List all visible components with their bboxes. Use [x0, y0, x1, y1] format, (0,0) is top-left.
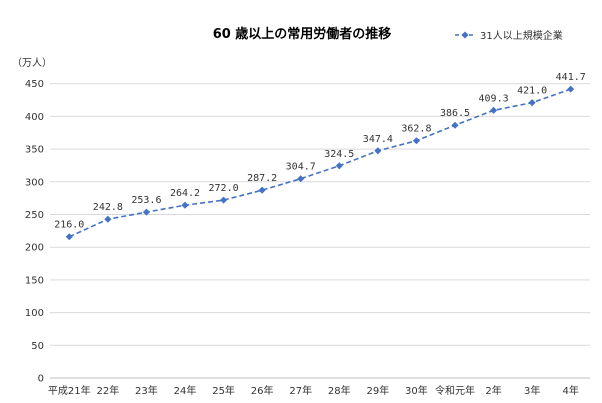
y-tick-label: 300 — [25, 177, 44, 188]
x-tick-label: 3年 — [524, 384, 540, 397]
data-point — [374, 147, 382, 155]
data-label: 421.0 — [517, 86, 547, 97]
data-label: 264.2 — [170, 188, 200, 199]
data-point — [142, 208, 150, 216]
data-label: 362.8 — [401, 124, 431, 135]
legend: 31人以上規模企業 — [455, 29, 563, 42]
data-label: 304.7 — [286, 162, 316, 173]
x-tick-label: 令和元年 — [435, 384, 475, 397]
x-axis-ticks: 平成21年 22年 23年 24年 25年 26年 27年 28年 29年 30年 令和元年 2年 3年… — [48, 384, 579, 397]
data-label: 386.5 — [440, 108, 470, 119]
data-label: 324.5 — [324, 149, 354, 160]
y-tick-label: 150 — [25, 275, 44, 286]
data-label: 242.8 — [93, 202, 123, 213]
x-tick-label: 28年 — [328, 384, 351, 397]
data-point — [220, 196, 228, 204]
y-tick-label: 400 — [25, 112, 44, 123]
x-tick-label: 30年 — [405, 384, 428, 397]
data-point — [258, 186, 266, 194]
y-tick-label: 0 — [38, 374, 44, 385]
x-tick-label: 平成21年 — [48, 384, 91, 397]
x-tick-label: 2年 — [485, 384, 501, 397]
data-point — [451, 121, 459, 129]
x-tick-label: 22年 — [96, 384, 119, 397]
data-label: 409.3 — [479, 93, 509, 104]
x-tick-label: 26年 — [251, 384, 274, 397]
y-tick-label: 350 — [25, 145, 44, 156]
x-tick-label: 27年 — [289, 384, 312, 397]
data-label: 272.0 — [209, 183, 239, 194]
gridlines — [50, 83, 590, 379]
data-point — [412, 137, 420, 145]
x-tick-label: 29年 — [366, 384, 389, 397]
x-tick-label: 23年 — [135, 384, 158, 397]
data-label: 216.0 — [54, 220, 84, 231]
y-tick-label: 450 — [25, 79, 44, 90]
data-label: 347.4 — [363, 134, 393, 145]
data-label: 441.7 — [556, 72, 586, 83]
data-label: 253.6 — [131, 195, 161, 206]
y-axis-unit-label: （万人） — [12, 57, 52, 69]
data-point — [104, 215, 112, 223]
legend-marker-swatch — [461, 31, 469, 39]
y-axis-ticks: 0 50 100 150 200 250 300 350 400 450 — [25, 79, 44, 384]
chart-title: 60 歳以上の常用労働者の推移 — [213, 26, 392, 42]
data-point — [181, 201, 189, 209]
y-tick-label: 100 — [25, 308, 44, 319]
x-tick-label: 24年 — [174, 384, 197, 397]
data-point — [490, 106, 498, 114]
data-point — [65, 233, 73, 241]
data-label: 287.2 — [247, 173, 277, 184]
series-31-employee-firms: 216.0 242.8 253.6 264.2 272.0 287.2 304.7 324.5… — [54, 72, 586, 241]
x-tick-label: 4年 — [563, 384, 579, 397]
y-tick-label: 200 — [25, 243, 44, 254]
legend-label: 31人以上規模企業 — [480, 29, 563, 42]
data-point — [528, 99, 536, 107]
x-tick-label: 25年 — [212, 384, 235, 397]
data-point — [335, 162, 343, 170]
y-tick-label: 50 — [31, 341, 44, 352]
data-point — [567, 85, 575, 93]
y-tick-label: 250 — [25, 210, 44, 221]
series-line — [68, 88, 571, 238]
data-point — [297, 175, 305, 183]
